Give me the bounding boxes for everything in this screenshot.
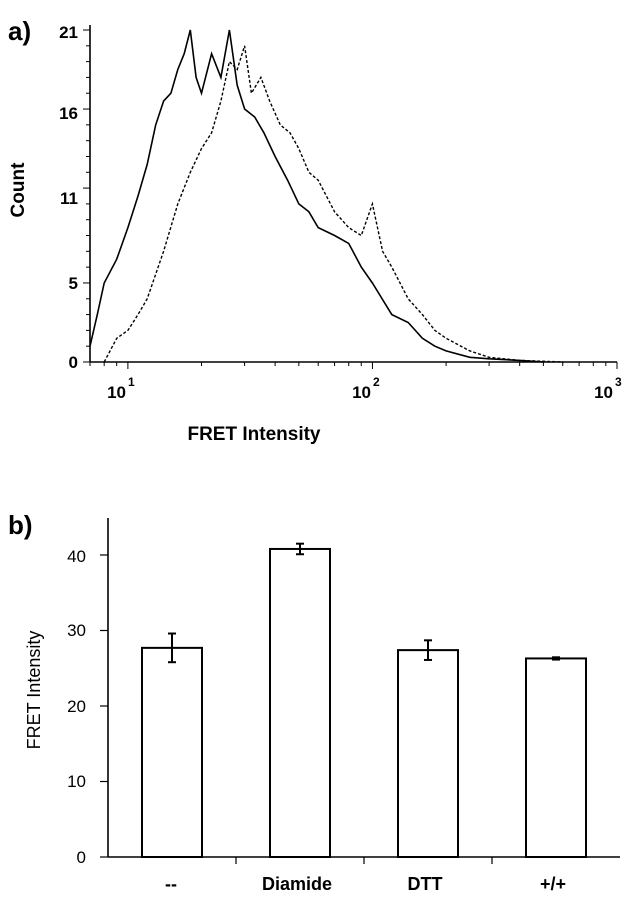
- y-tick-label: 10: [67, 772, 86, 791]
- x-tick-label: 10: [594, 383, 613, 402]
- x-tick-label: 10: [107, 383, 126, 402]
- category-label: --: [165, 874, 177, 894]
- x-tick-exponent: 1: [128, 375, 135, 389]
- x-tick-exponent: 3: [615, 375, 622, 389]
- panel-a-x-axis-title: FRET Intensity: [187, 424, 320, 445]
- bar: [269, 547, 331, 859]
- panel-b-bars: [141, 542, 587, 859]
- panel-a-ticks: [83, 29, 618, 369]
- y-tick-label: 11: [60, 189, 78, 208]
- y-tick-label: 0: [69, 353, 78, 372]
- y-tick-label: 30: [67, 621, 86, 640]
- x-tick-label: 10: [352, 383, 371, 402]
- panel-b-bar-chart: b) 0 10 20 30 40 FRET Intensity -- Diami…: [8, 510, 620, 894]
- category-label: Diamide: [262, 874, 332, 894]
- panel-a-histogram: a) 0 5 11 16 21 10 1 10 2 10 3 Count FRE…: [8, 16, 622, 445]
- series-line-solid: [89, 29, 544, 363]
- y-tick-label: 5: [69, 274, 78, 293]
- y-tick-label: 20: [67, 697, 86, 716]
- bar: [397, 649, 459, 858]
- series-line-dotted: [103, 45, 563, 363]
- category-label: +/+: [540, 874, 566, 894]
- y-tick-label: 16: [59, 104, 78, 123]
- panel-a-y-axis-title: Count: [8, 162, 29, 218]
- panel-b-y-axis-title: FRET Intensity: [24, 631, 44, 750]
- bar: [525, 657, 587, 858]
- category-label: DTT: [408, 874, 443, 894]
- bar: [141, 646, 203, 858]
- y-tick-label: 40: [67, 547, 86, 566]
- y-tick-label: 0: [77, 848, 86, 867]
- panel-b-label: b): [8, 510, 33, 540]
- panel-a-label: a): [8, 16, 31, 46]
- y-tick-label: 21: [59, 23, 78, 42]
- x-tick-exponent: 2: [373, 375, 380, 389]
- panel-b-ticks: [100, 554, 493, 864]
